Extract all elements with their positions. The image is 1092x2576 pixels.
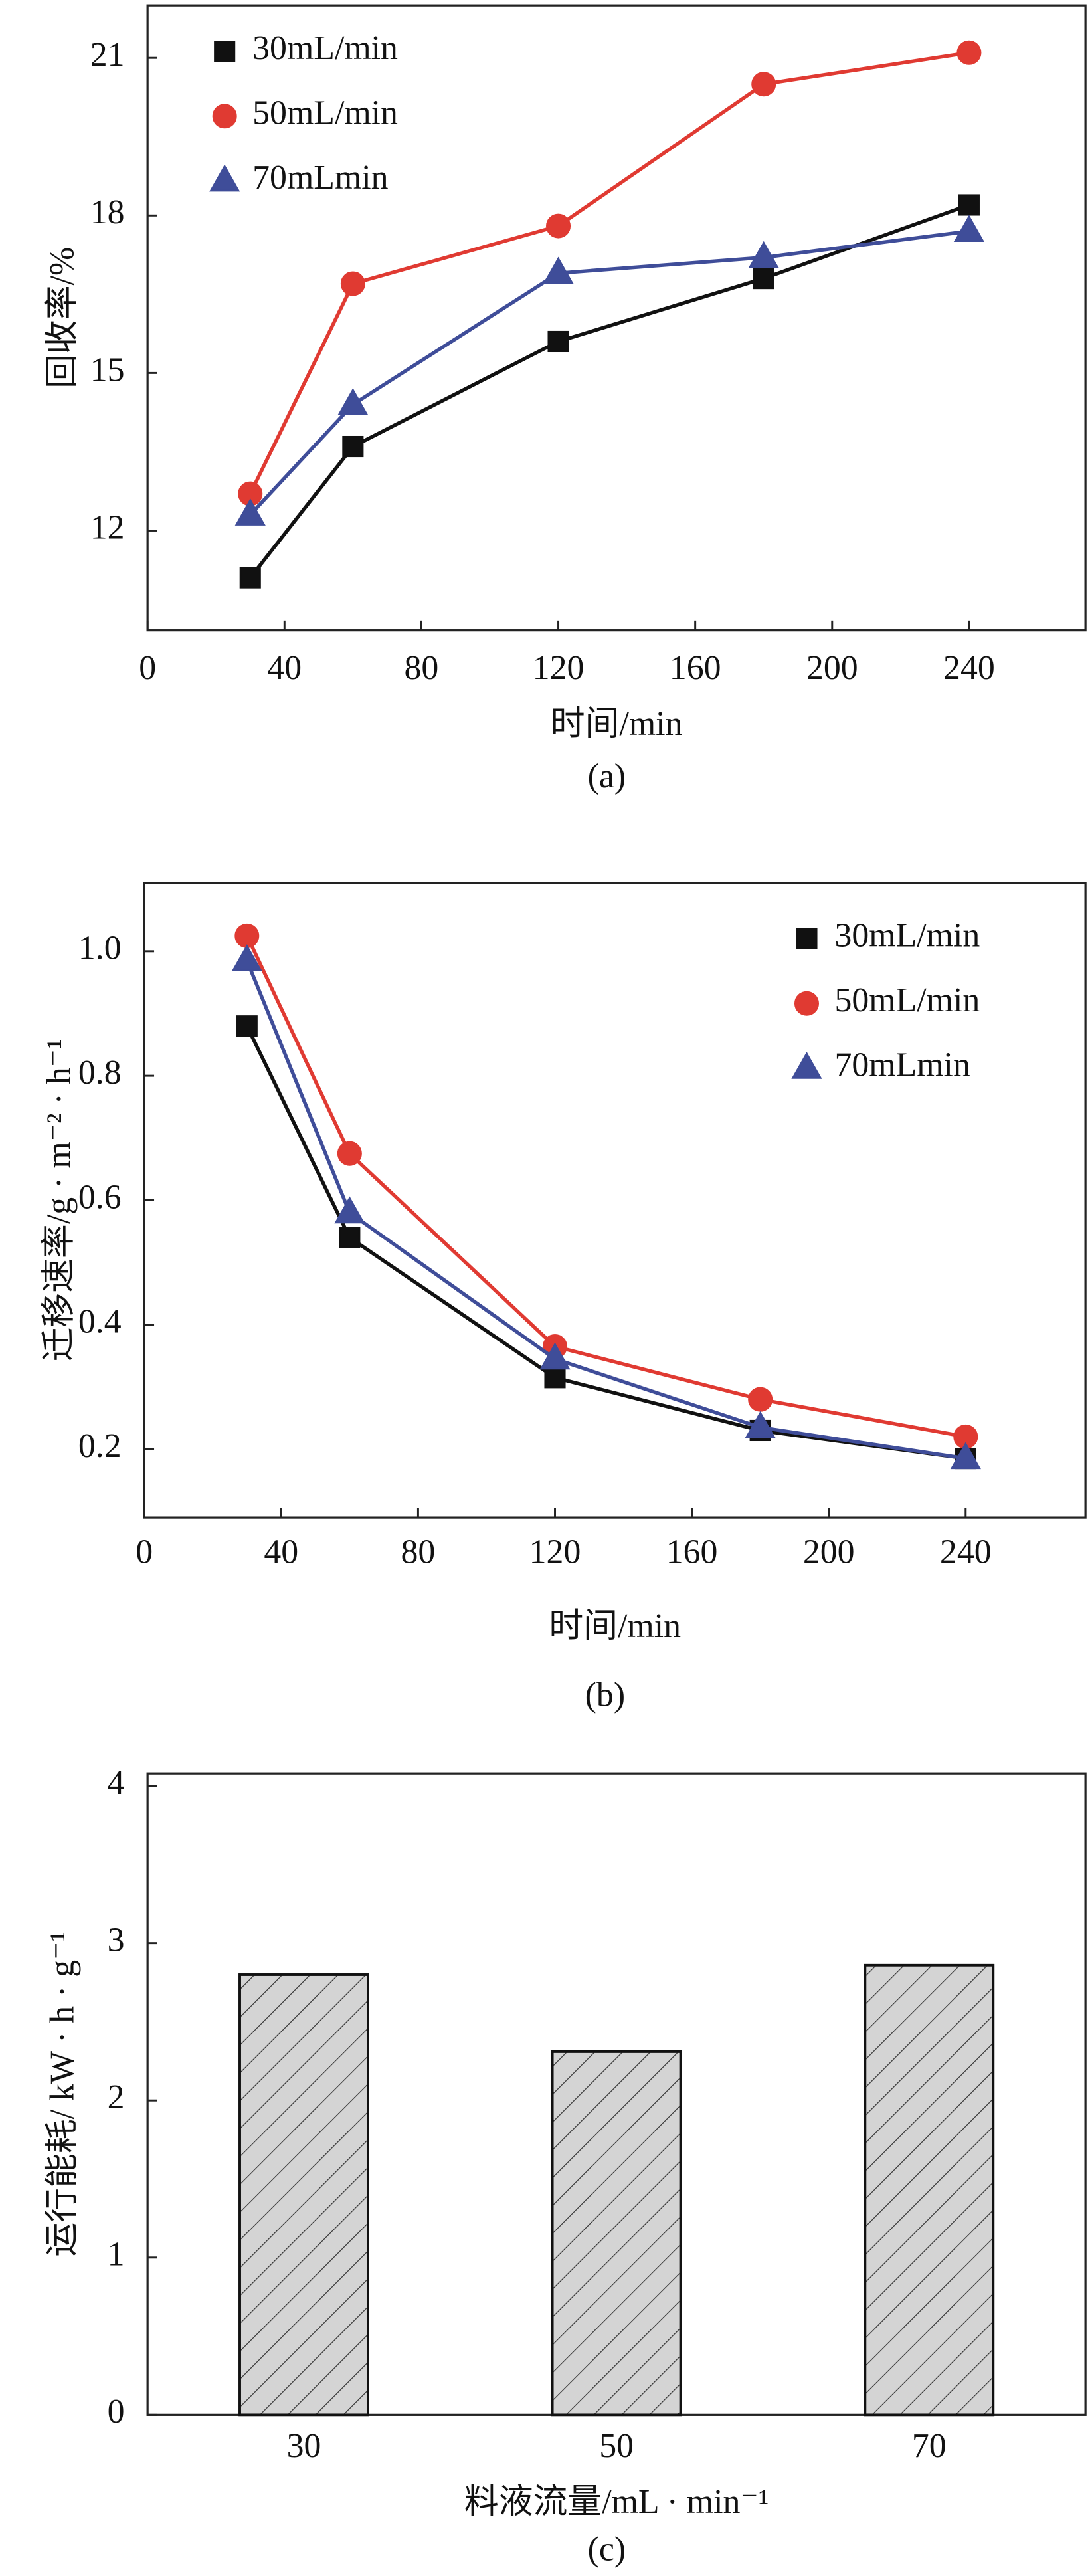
- y-tick-label: 3: [108, 1922, 125, 1959]
- y-tick-label: 0.6: [78, 1178, 122, 1216]
- marker: [791, 1052, 822, 1079]
- legend-label: 70mLmin: [834, 1046, 970, 1084]
- marker: [339, 1227, 361, 1248]
- marker: [334, 1196, 365, 1224]
- x-tick-label: 70: [912, 2427, 947, 2465]
- x-tick-label: 0: [136, 1534, 153, 1571]
- bar-hatch: [864, 1963, 995, 2417]
- bar-hatch: [551, 2050, 682, 2417]
- marker: [209, 164, 240, 192]
- marker: [231, 944, 262, 971]
- marker: [539, 1342, 571, 1370]
- y-tick-label: 21: [90, 36, 125, 74]
- marker: [543, 256, 574, 284]
- marker: [546, 213, 571, 239]
- x-tick-label: 120: [529, 1534, 581, 1571]
- x-tick-label: 200: [803, 1534, 855, 1571]
- marker: [958, 194, 980, 216]
- marker: [214, 41, 236, 62]
- x-tick-label: 120: [533, 649, 585, 687]
- legend-label: 50mL/min: [252, 94, 398, 132]
- x-tick-label: 240: [943, 649, 995, 687]
- caption: (c): [588, 2531, 626, 2569]
- plot-frame: [143, 882, 1087, 1519]
- x-tick-label: 50: [599, 2427, 634, 2465]
- marker: [956, 40, 982, 65]
- legend-label: 30mL/min: [252, 29, 398, 67]
- y-tick-label: 0.8: [78, 1054, 122, 1092]
- marker: [950, 1442, 981, 1470]
- x-tick-label: 30: [287, 2427, 321, 2465]
- marker: [544, 1367, 566, 1389]
- x-axis-label: 时间/min: [551, 705, 683, 743]
- y-tick-label: 1.0: [78, 930, 122, 967]
- legend-label: 70mLmin: [252, 159, 389, 197]
- x-tick-label: 40: [264, 1534, 298, 1571]
- marker: [748, 1387, 773, 1412]
- y-tick-label: 18: [90, 193, 125, 231]
- series-line: [248, 203, 970, 579]
- y-axis-label: 回收率/%: [44, 247, 82, 389]
- x-axis-label: 时间/min: [549, 1607, 681, 1645]
- marker: [748, 241, 779, 268]
- y-tick-label: 12: [90, 508, 125, 546]
- marker: [745, 1411, 776, 1438]
- legend-label: 50mL/min: [834, 981, 980, 1019]
- marker: [337, 1141, 362, 1166]
- x-tick-label: 0: [139, 649, 156, 687]
- caption: (b): [585, 1676, 625, 1714]
- x-tick-label: 80: [401, 1534, 436, 1571]
- x-tick-label: 240: [940, 1534, 992, 1571]
- marker: [239, 567, 261, 589]
- y-tick-label: 15: [90, 351, 125, 389]
- marker: [753, 268, 774, 290]
- y-tick-label: 0: [108, 2393, 125, 2430]
- y-tick-label: 4: [108, 1764, 125, 1802]
- marker: [547, 330, 569, 353]
- marker: [212, 104, 237, 129]
- marker: [236, 1015, 258, 1037]
- y-tick-label: 1: [108, 2236, 125, 2274]
- marker: [234, 923, 260, 948]
- plot-frame: [146, 4, 1087, 632]
- x-tick-label: 160: [666, 1534, 718, 1571]
- y-axis-label: 运行能耗/ kW · h · g⁻¹: [44, 1932, 82, 2257]
- x-axis-label: 料液流量/mL · min⁻¹: [464, 2483, 769, 2521]
- marker: [751, 72, 776, 97]
- marker: [340, 271, 365, 296]
- marker: [342, 435, 364, 458]
- x-tick-label: 40: [267, 649, 302, 687]
- y-tick-label: 0.2: [78, 1427, 122, 1465]
- y-axis-label: 迁移速率/g · m⁻² · h⁻¹: [41, 1039, 78, 1361]
- legend-label: 30mL/min: [834, 917, 980, 955]
- marker: [796, 928, 818, 949]
- x-tick-label: 80: [405, 649, 439, 687]
- marker: [337, 388, 369, 415]
- y-tick-label: 2: [108, 2078, 125, 2116]
- caption: (a): [588, 757, 626, 795]
- bar-hatch: [238, 1973, 369, 2417]
- y-tick-label: 0.4: [78, 1303, 122, 1341]
- marker: [234, 498, 266, 526]
- marker: [794, 991, 819, 1016]
- x-tick-label: 160: [670, 649, 721, 687]
- x-tick-label: 200: [806, 649, 858, 687]
- marker: [953, 215, 985, 243]
